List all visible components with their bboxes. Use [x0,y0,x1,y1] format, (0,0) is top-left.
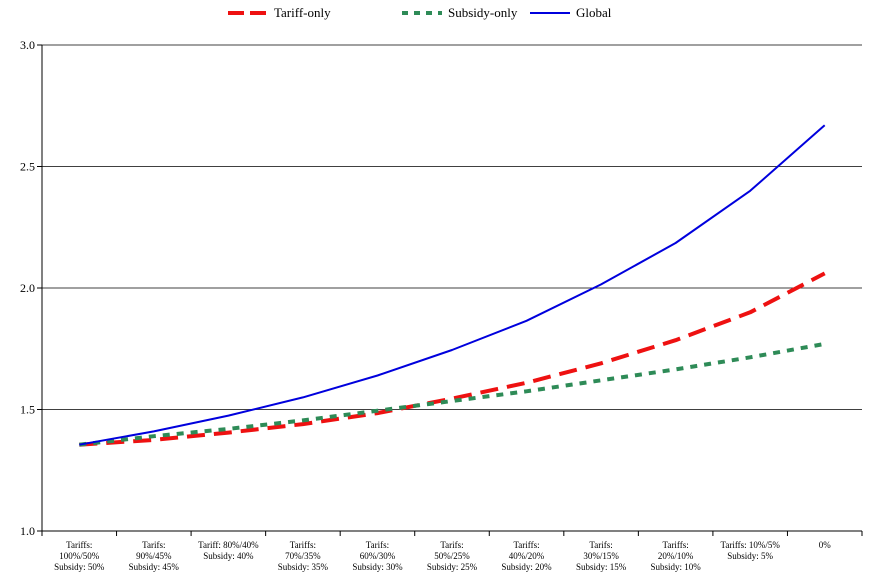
x-tick-label-line: Tarifs: [366,540,389,550]
x-tick-label-line: Tarifs: [589,540,612,550]
x-tick-label-line: Tariffs: 10%/5% [720,540,780,550]
x-tick-label: Tariffs: 20%/10% Subsidy: 10% [651,540,702,572]
series-line-global [79,124,826,446]
x-tick-label-line: Subsidy: 10% [651,562,702,572]
x-tick-label-line: 70%/35% [285,551,321,561]
x-tick-label: Tarifs: 50%/25% Subsidy: 25% [427,540,478,572]
x-tick-label-line: Tariffs: [663,540,689,550]
x-tick-label-line: Subsidy: 30% [352,562,403,572]
x-tick-label: Tariff: 80%/40% Subsidy: 40% [198,540,259,561]
x-tick-label-line: Subsidy: 35% [278,562,329,572]
x-tick-label-line: Subsidy: 40% [203,551,254,561]
x-tick-label-line: 30%/15% [583,551,619,561]
legend-label: Global [576,5,612,20]
x-tick-label: Tariffs: 40%/20% Subsidy: 20% [501,540,552,572]
x-tick-label-line: Subsidy: 15% [576,562,627,572]
x-tick-label-line: 20%/10% [658,551,694,561]
legend-label: Subsidy-only [448,5,518,20]
y-tick-label: 2.5 [20,160,35,174]
x-tick-label-line: Tariff: 80%/40% [198,540,259,550]
x-tick-label-line: Tarifs: [142,540,165,550]
y-tick-label: 2.0 [20,281,35,295]
x-tick-label-line: 100%/50% [59,551,99,561]
x-tick-label-line: 60%/30% [360,551,396,561]
x-tick-label-line: Tarifs: [440,540,463,550]
x-tick-label-line: Subsidy: 45% [129,562,180,572]
x-tick-label: 0% [819,540,832,550]
series-line-tariff-only [79,271,826,447]
x-tick-label-line: 0% [819,540,832,550]
y-tick-label: 3.0 [20,38,35,52]
x-tick-label-line: 90%/45% [136,551,172,561]
x-tick-label-line: Subsidy: 5% [727,551,773,561]
x-tick-label-line: Tariffs: [290,540,316,550]
legend-label: Tariff-only [274,5,331,20]
y-tick-label: 1.0 [20,524,35,538]
x-tick-label-line: Subsidy: 50% [54,562,105,572]
y-tick-label: 1.5 [20,403,35,417]
x-tick-label-line: 40%/20% [509,551,545,561]
x-tick-label-line: Tariffs: [66,540,92,550]
x-tick-label-line: Subsidy: 20% [501,562,552,572]
x-tick-label: Tariffs: 70%/35% Subsidy: 35% [278,540,329,572]
x-tick-label: Tariffs: 100%/50% Subsidy: 50% [54,540,105,572]
gridlines [42,44,862,410]
x-tick-label: Tarifs: 60%/30% Subsidy: 30% [352,540,403,572]
x-tick-label-line: Subsidy: 25% [427,562,478,572]
y-axis-ticks: 1.0 1.5 2.0 2.5 3.0 [20,38,42,538]
x-tick-label-line: 50%/25% [434,551,470,561]
x-tick-label: Tarifs: 90%/45% Subsidy: 45% [129,540,180,572]
legend: Tariff-only Subsidy-only Global [228,5,612,20]
series-line-subsidy-only [79,341,826,447]
x-tick-label: Tariffs: 10%/5% Subsidy: 5% [720,540,780,561]
series-lines [79,124,826,447]
x-axis-ticks: Tariffs: 100%/50% Subsidy: 50%Tarifs: 90%/4… [41,531,863,572]
x-tick-label-line: Tariffs: [513,540,539,550]
x-tick-label: Tarifs: 30%/15% Subsidy: 15% [576,540,627,572]
